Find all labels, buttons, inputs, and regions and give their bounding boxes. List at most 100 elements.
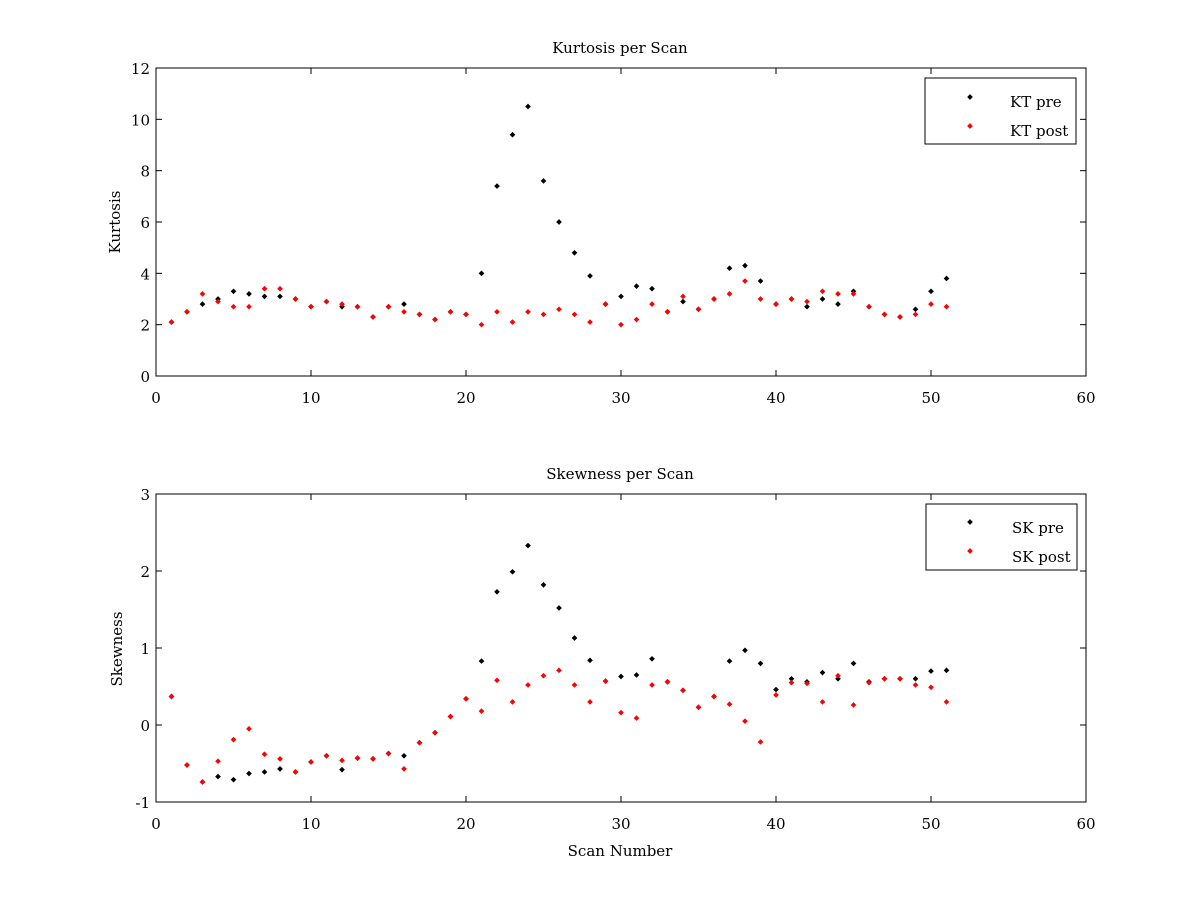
kt-pre-point bbox=[261, 293, 268, 300]
sk-post-point bbox=[168, 693, 175, 700]
kurtosis-y-tick-label: 0 bbox=[140, 368, 150, 386]
sk-post-point bbox=[230, 736, 237, 743]
sk-pre-point bbox=[215, 773, 221, 780]
skewness-data-points bbox=[168, 542, 950, 785]
skewness-x-tick-label: 0 bbox=[151, 815, 161, 833]
sk-post-point bbox=[416, 739, 423, 746]
kt-post-point bbox=[835, 291, 841, 297]
kt-post-point bbox=[912, 311, 919, 318]
skewness-panel: Skewness per Scan Skewness Scan Number 0… bbox=[108, 465, 1096, 860]
kt-post-point bbox=[773, 301, 779, 307]
sk-post-point bbox=[370, 756, 376, 762]
kt-post-point bbox=[819, 288, 826, 295]
kt-post-point bbox=[494, 309, 500, 315]
kurtosis-x-tick-label: 60 bbox=[1076, 389, 1095, 407]
kurtosis-ticks: 0 10 20 30 40 50 60 0 2 4 6 8 10 12 bbox=[131, 60, 1096, 407]
sk-pre-point bbox=[912, 675, 919, 682]
kt-pre-point bbox=[649, 285, 655, 292]
sk-post-point bbox=[649, 682, 655, 688]
kt-pre-point bbox=[509, 131, 516, 138]
sk-post-point bbox=[199, 779, 206, 785]
kt-post-point bbox=[323, 298, 330, 305]
sk-post-point bbox=[571, 682, 578, 688]
skewness-legend-label-pre: SK pre bbox=[1012, 519, 1064, 537]
skewness-x-tick-label: 40 bbox=[766, 815, 785, 833]
sk-post-point bbox=[788, 679, 795, 686]
sk-post-point bbox=[773, 692, 779, 698]
kurtosis-y-tick-label: 10 bbox=[131, 111, 150, 129]
kt-pre-point bbox=[742, 262, 748, 269]
sk-post-point bbox=[804, 680, 810, 687]
kurtosis-x-tick-label: 0 bbox=[151, 389, 161, 407]
kt-post-point bbox=[261, 285, 268, 292]
kt-post-point bbox=[633, 316, 640, 323]
kurtosis-x-tick-label: 50 bbox=[921, 389, 940, 407]
kt-post-point bbox=[354, 303, 361, 310]
sk-pre-point bbox=[494, 588, 500, 595]
sk-post-point bbox=[385, 750, 392, 757]
kurtosis-y-tick-label: 4 bbox=[140, 265, 150, 283]
sk-pre-point bbox=[757, 660, 764, 667]
kurtosis-legend-label-pre: KT pre bbox=[1010, 93, 1062, 111]
kt-post-point bbox=[726, 291, 733, 297]
sk-pre-point bbox=[401, 752, 407, 759]
sk-pre-point bbox=[277, 766, 283, 772]
kt-pre-point bbox=[494, 183, 500, 189]
kt-post-point bbox=[339, 301, 345, 307]
sk-pre-point bbox=[556, 605, 562, 611]
kt-post-point bbox=[928, 301, 934, 307]
sk-post-point bbox=[292, 769, 299, 775]
sk-post-point bbox=[261, 751, 268, 758]
kt-pre-point bbox=[277, 293, 283, 300]
skewness-chart-title: Skewness per Scan bbox=[546, 465, 694, 483]
kt-post-point bbox=[199, 291, 206, 297]
sk-post-point bbox=[943, 699, 950, 705]
kt-post-point bbox=[897, 314, 903, 320]
skewness-x-tick-label: 10 bbox=[301, 815, 320, 833]
kt-pre-point bbox=[401, 301, 407, 307]
kt-post-point bbox=[230, 303, 237, 310]
kurtosis-legend-box bbox=[924, 77, 1077, 145]
kt-post-point bbox=[881, 311, 888, 318]
kt-pre-point bbox=[246, 291, 252, 297]
kt-post-point bbox=[370, 314, 376, 320]
sk-post-point bbox=[463, 695, 469, 702]
kurtosis-y-tick-label: 8 bbox=[140, 163, 150, 181]
sk-post-point bbox=[680, 687, 686, 694]
sk-post-point bbox=[664, 679, 671, 685]
sk-post-point bbox=[866, 679, 872, 686]
sk-pre-point bbox=[649, 655, 655, 662]
kurtosis-y-tick-label: 12 bbox=[131, 60, 150, 78]
kt-post-point bbox=[215, 298, 221, 305]
kurtosis-y-tick-label: 2 bbox=[140, 317, 150, 335]
sk-post-point bbox=[246, 726, 252, 732]
kt-pre-point bbox=[835, 301, 841, 307]
kt-pre-point bbox=[912, 306, 919, 313]
sk-pre-point bbox=[773, 686, 779, 693]
sk-pre-point bbox=[742, 647, 748, 654]
sk-post-point bbox=[432, 729, 438, 736]
sk-pre-point bbox=[819, 669, 826, 676]
sk-pre-point bbox=[633, 672, 640, 678]
kt-post-point bbox=[680, 293, 686, 300]
kt-post-point bbox=[618, 321, 624, 328]
kt-post-point bbox=[447, 309, 454, 315]
kt-pre-point bbox=[230, 288, 237, 295]
sk-pre-point bbox=[230, 776, 237, 783]
sk-post-point bbox=[277, 756, 283, 762]
kt-post-point bbox=[168, 319, 175, 325]
skewness-legend-marker-pre bbox=[967, 519, 973, 525]
sk-post-point bbox=[881, 675, 888, 682]
sk-post-point bbox=[695, 704, 702, 711]
sk-pre-point bbox=[509, 568, 516, 575]
kt-pre-point bbox=[680, 298, 686, 305]
sk-post-point bbox=[928, 684, 934, 691]
sk-post-point bbox=[850, 702, 857, 708]
kurtosis-x-tick-label: 10 bbox=[301, 389, 320, 407]
kt-pre-point bbox=[199, 301, 206, 307]
kurtosis-chart-title: Kurtosis per Scan bbox=[552, 39, 688, 57]
kt-post-point bbox=[850, 291, 857, 297]
kt-post-point bbox=[711, 296, 717, 302]
